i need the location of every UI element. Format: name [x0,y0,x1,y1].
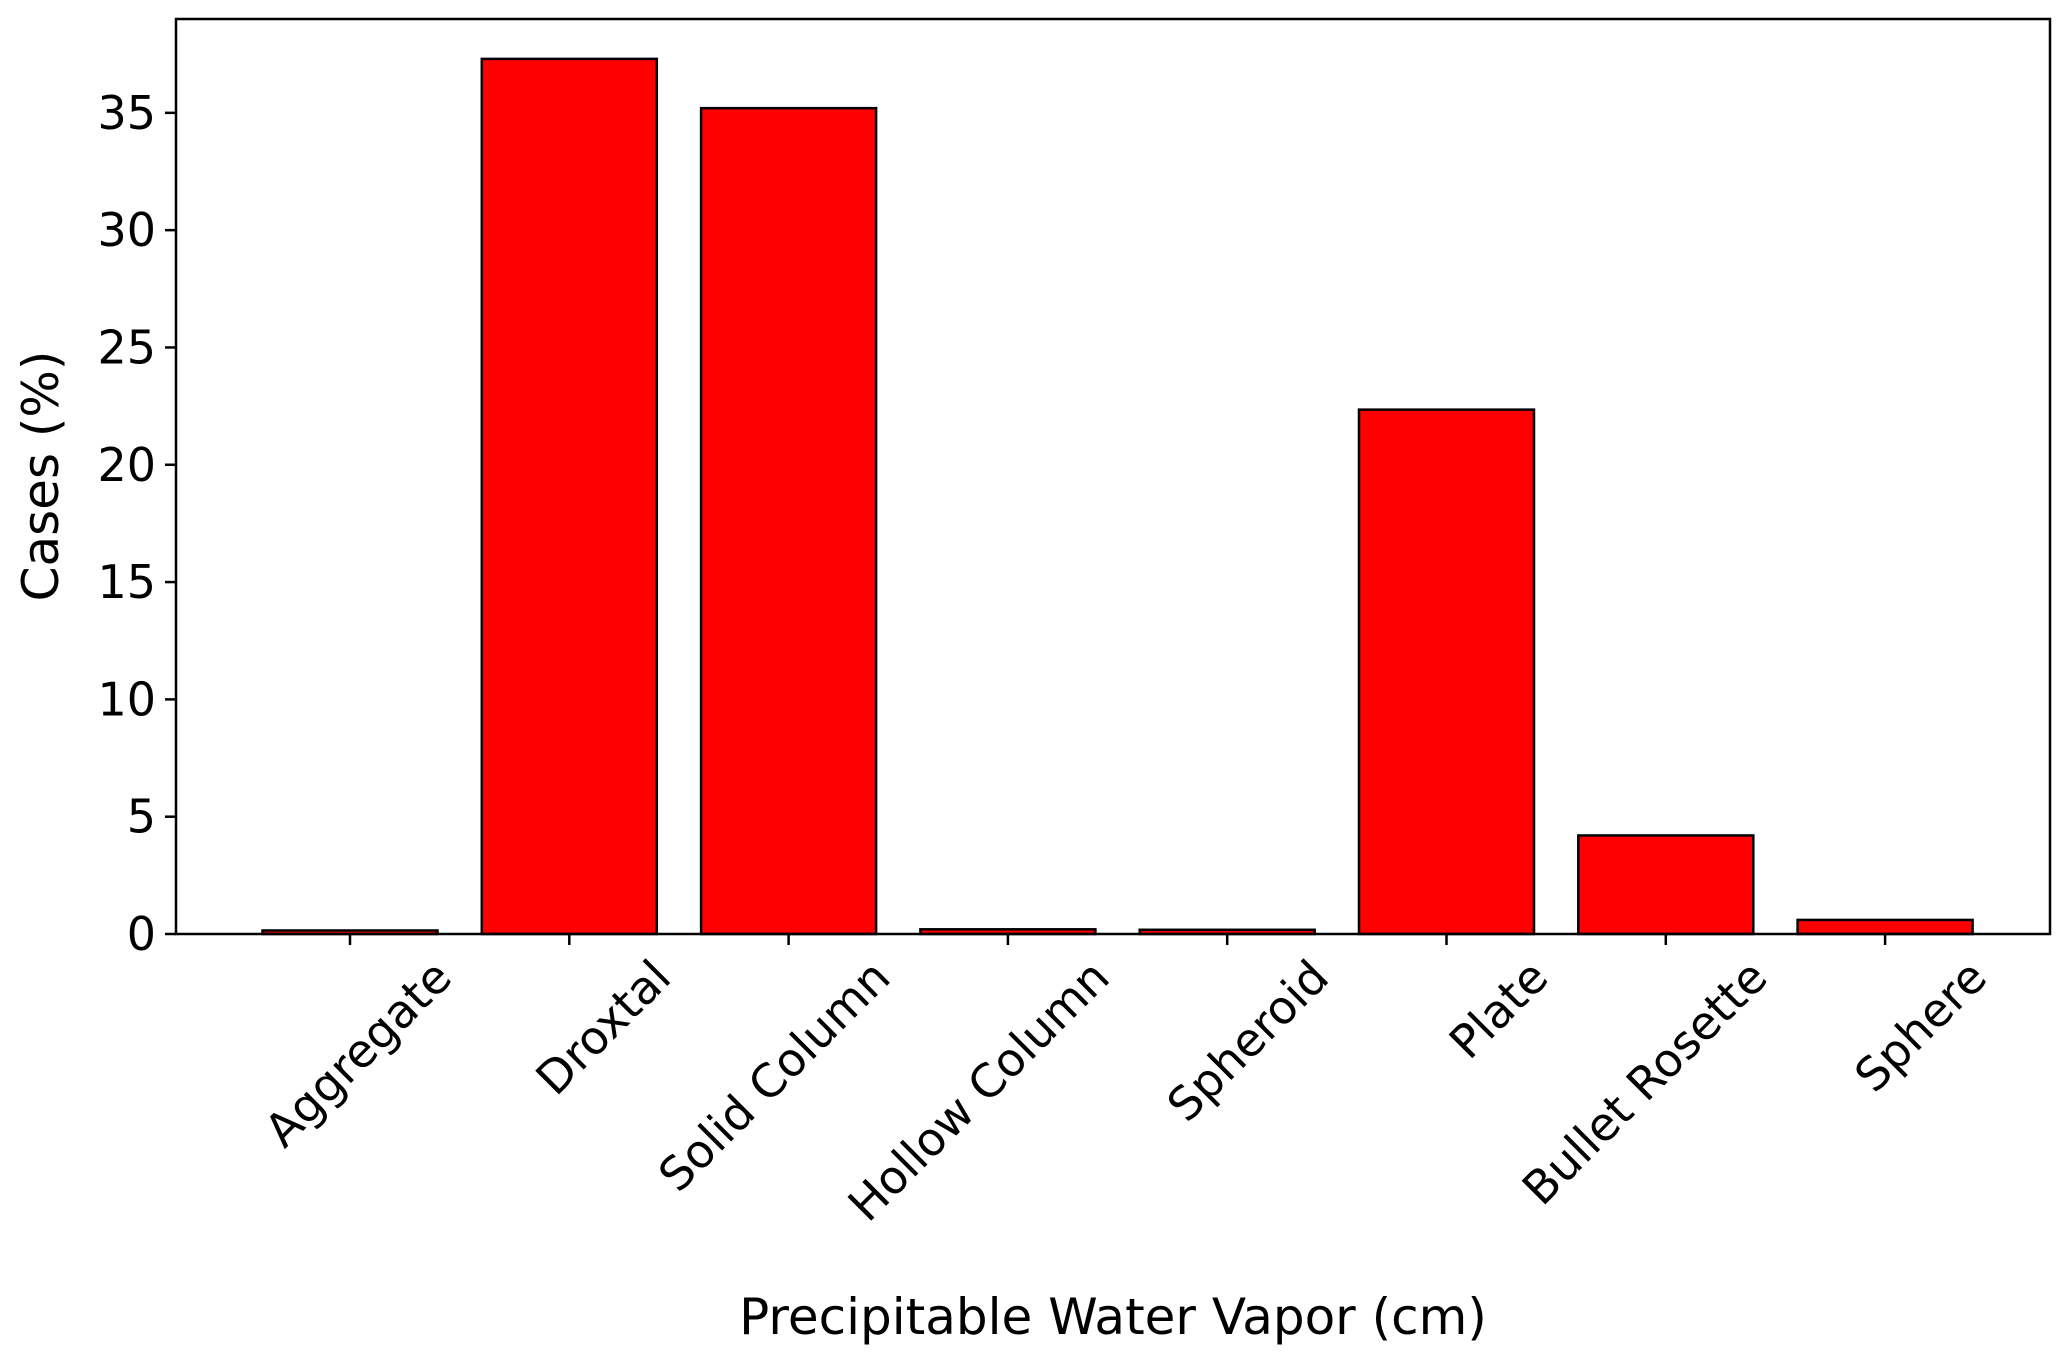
bar-plate [1357,408,1536,936]
bars-group [261,57,1974,936]
x-tick-label-sphere: Sphere [1844,950,1997,1103]
y-tick-label-30: 30 [97,203,156,257]
y-tick-label-25: 25 [97,320,156,374]
y-tick-label-5: 5 [127,790,156,844]
y-tick-label-10: 10 [97,672,156,726]
x-tick-label-aggregate: Aggregate [254,950,462,1158]
x-tick-label-droxtal: Droxtal [525,950,681,1106]
y-axis-label: Cases (%) [12,351,70,602]
plot-frame [174,17,2052,936]
y-tick-label-20: 20 [97,438,156,492]
bar-sphere [1796,918,1974,936]
x-tick-label-spheroid: Spheroid [1157,950,1339,1132]
x-axis-label: Precipitable Water Vapor (cm) [739,1288,1487,1346]
y-tick-label-15: 15 [97,555,156,609]
y-tick-label-35: 35 [97,86,156,140]
y-tick-label-0: 0 [127,907,156,961]
bar-droxtal [480,57,659,936]
bar-bullet-rosette [1577,834,1755,936]
bar-solid-column [699,106,878,936]
x-tick-label-plate: Plate [1439,950,1559,1070]
y-axis-ticks: 0 5 10 15 20 25 30 35 [97,86,176,961]
x-tick-label-solid-column: Solid Column [648,950,900,1202]
